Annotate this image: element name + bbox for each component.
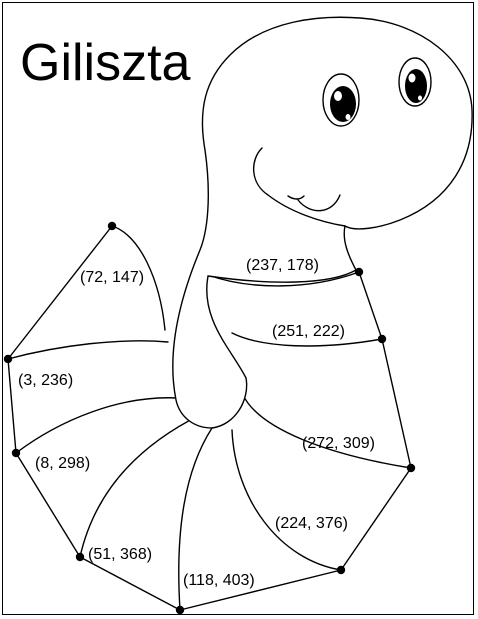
point-dot — [107, 221, 117, 231]
point-dot — [11, 448, 21, 458]
point-dot — [75, 552, 85, 562]
point-label-8-298: (8, 298) — [35, 455, 90, 472]
point-dot — [175, 605, 185, 615]
worm-body — [172, 16, 473, 429]
coordinate-points — [3, 221, 416, 615]
diagram-title: Giliszta — [20, 34, 191, 92]
point-label-224-376: (224, 376) — [275, 515, 348, 532]
point-label-51-368: (51, 368) — [88, 546, 152, 563]
point-label-251-222: (251, 222) — [272, 323, 345, 340]
point-label-237-178: (237, 178) — [246, 257, 319, 274]
point-dot — [336, 565, 346, 575]
eye-left-icon — [322, 73, 360, 127]
point-label-272-309: (272, 309) — [302, 435, 375, 452]
point-dot — [3, 354, 13, 364]
point-label-3-236: (3, 236) — [18, 372, 73, 389]
point-dot — [406, 463, 416, 473]
coordinate-labels: (72, 147) (3, 236) (8, 298) (51, 368) (1… — [18, 257, 375, 589]
eye-right-icon — [398, 57, 432, 107]
point-dot — [354, 267, 364, 277]
point-label-72-147: (72, 147) — [80, 269, 144, 286]
point-dot — [377, 334, 387, 344]
point-label-118-403: (118, 403) — [183, 572, 255, 589]
tail-segments — [7, 225, 412, 611]
